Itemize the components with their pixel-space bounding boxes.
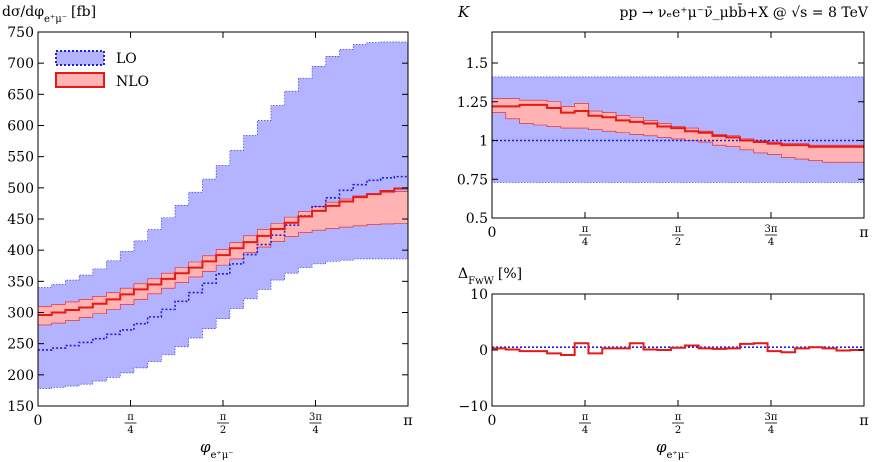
legend-swatch-nlo	[55, 72, 105, 88]
x-tick-label: π	[403, 413, 412, 429]
rb-x-ticks: 0 π 4 π 2 3π 4 π	[488, 294, 869, 436]
x-tick-label: 0	[34, 413, 43, 429]
x-tick-label-den: 2	[675, 237, 681, 248]
x-tick-label: 0	[488, 413, 497, 429]
left-y-axis-label: dσ/dφe⁺μ⁻ [fb]	[2, 4, 96, 25]
rb-lines	[492, 342, 864, 357]
y-tick-label: 750	[7, 25, 34, 41]
y-tick-label: 0.75	[457, 172, 488, 188]
y-tick-label: 250	[7, 337, 34, 353]
left-x-ticks: 0 π 4 π 2 3π 4 π	[34, 32, 413, 436]
k-nlo-line	[492, 103, 864, 148]
rt-bands	[491, 76, 865, 183]
right-x-axis-label: φe⁺μ⁻	[656, 438, 690, 461]
y-tick-label: 0	[479, 343, 488, 359]
x-tick-label: π	[859, 225, 868, 241]
x-tick-label-num: π	[582, 224, 589, 235]
left-bands	[37, 41, 409, 389]
x-tick-label-den: 4	[582, 237, 588, 248]
rt-x-ticks: 0 π 4 π 2 3π 4 π	[488, 32, 869, 248]
rt-lines	[492, 103, 864, 148]
y-tick-label: 1.25	[457, 95, 488, 111]
x-tick-label-den: 4	[127, 425, 133, 436]
legend-swatch-lo	[55, 50, 105, 66]
x-tick-label-den: 2	[220, 425, 226, 436]
left-panel: 150200250300350400450500550600650700750 …	[2, 4, 413, 461]
x-tick-label: 0	[488, 225, 497, 241]
process-title: pp → νₑe⁺μ⁻ν̄_μbb̄+X @ √s = 8 TeV	[619, 3, 868, 21]
k-factor-label: K	[457, 3, 470, 21]
y-tick-label: 0.5	[466, 211, 488, 227]
legend: LO NLO	[55, 50, 149, 90]
y-tick-label: 1.5	[466, 56, 488, 72]
y-tick-label: 550	[7, 150, 34, 166]
y-tick-label: 650	[7, 87, 34, 103]
x-tick-label-num: π	[127, 412, 134, 423]
y-tick-label: −10	[458, 399, 488, 415]
y-tick-label: 150	[7, 399, 34, 415]
legend-label-lo: LO	[116, 51, 137, 67]
fww-nlo-line	[492, 342, 864, 357]
delta-fww-label: ΔFwW [%]	[458, 266, 522, 287]
left-y-ticks: 150 200 250 300 350 400 450 500 550 600 650 700 750	[7, 25, 408, 415]
k-nlo-band	[491, 98, 865, 163]
x-tick-label-num: π	[582, 412, 589, 423]
x-tick-label-num: π	[675, 412, 682, 423]
left-x-axis-label: φe⁺μ⁻	[200, 438, 234, 461]
y-tick-label: 450	[7, 212, 34, 228]
y-tick-label: 1	[479, 134, 488, 150]
rb-y-ticks: −10 0 10	[458, 287, 864, 415]
nlo-central-line	[38, 187, 408, 316]
right-bottom-plot-frame	[491, 293, 865, 407]
y-tick-label: 300	[7, 306, 34, 322]
lo-central-line	[38, 175, 408, 351]
y-tick-label: 200	[7, 368, 34, 384]
y-tick-label: 350	[7, 274, 34, 290]
y-tick-label: 700	[7, 56, 34, 72]
y-tick-label: 600	[7, 119, 34, 135]
x-tick-label-num: 3π	[309, 412, 322, 423]
legend-entry-nlo: NLO	[55, 72, 149, 90]
x-tick-label-den: 4	[312, 425, 318, 436]
x-tick-label-num: 3π	[765, 224, 778, 235]
rt-y-ticks: 0.5 0.75 1 1.25 1.5	[457, 56, 864, 227]
x-tick-label-den: 4	[582, 425, 588, 436]
x-tick-label-den: 4	[768, 425, 774, 436]
right-top-panel: 0.5 0.75 1 1.25 1.5 0 π 4 π 2 3π 4 π K pp → νₑe⁺μ⁻ν…	[457, 3, 869, 248]
x-tick-label-num: π	[220, 412, 227, 423]
x-tick-label-num: 3π	[765, 412, 778, 423]
x-tick-label-den: 2	[675, 425, 681, 436]
x-tick-label-den: 4	[768, 237, 774, 248]
legend-entry-lo: LO	[55, 50, 137, 67]
y-tick-label: 400	[7, 243, 34, 259]
x-tick-label-num: π	[675, 224, 682, 235]
y-tick-label: 500	[7, 181, 34, 197]
left-lines	[38, 175, 408, 351]
x-tick-label: π	[859, 413, 868, 429]
y-tick-label: 10	[470, 287, 488, 303]
legend-label-nlo: NLO	[116, 74, 149, 90]
